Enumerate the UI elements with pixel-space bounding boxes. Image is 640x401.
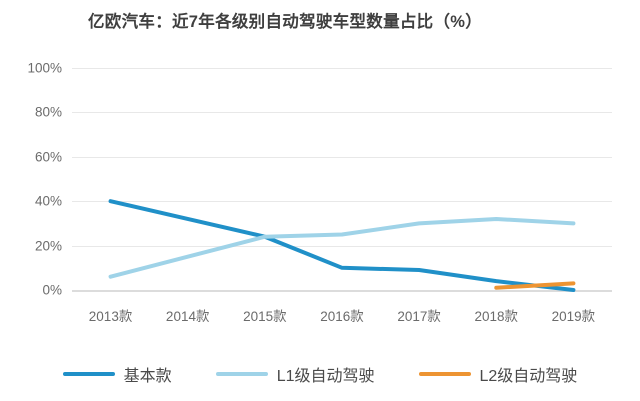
legend-item[interactable]: 基本款 — [62, 362, 172, 386]
x-axis-tick-label: 2018款 — [474, 309, 519, 324]
plot-area — [72, 68, 612, 292]
y-axis-tick-label: 60% — [34, 149, 62, 165]
gridline — [72, 68, 612, 69]
gridline — [72, 156, 612, 158]
gridline — [72, 201, 612, 203]
legend-label: L2级自动驾驶 — [479, 368, 578, 385]
x-axis-tick-label: 2017款 — [397, 309, 441, 324]
legend-color-swatch — [418, 372, 471, 376]
legend-label: L1级自动驾驶 — [276, 368, 375, 385]
y-axis-tick-label: 0% — [42, 282, 62, 298]
y-axis-tick-label: 20% — [34, 238, 62, 254]
x-axis-tick-label: 2019款 — [551, 309, 596, 324]
x-axis-tick-labels: 2013款 2014款 2015款 2016款 2017款 2018款 2019款 — [72, 305, 612, 329]
legend-item[interactable]: L2级自动驾驶 — [418, 362, 578, 386]
legend-item[interactable]: L1级自动驾驶 — [215, 362, 375, 386]
series-line — [494, 281, 576, 290]
chart-title: 亿欧汽车：近7年各级别自动驾驶车型数量占比（%） — [88, 13, 483, 31]
y-axis-tick-label: 40% — [34, 193, 62, 209]
x-axis-tick-label: 2013款 — [88, 309, 133, 324]
legend-color-swatch — [215, 372, 268, 376]
x-axis-tick-label: 2014款 — [165, 309, 210, 324]
x-axis-tick-label: 2015款 — [243, 309, 287, 324]
series-line — [108, 199, 576, 292]
axis-baseline — [72, 290, 612, 292]
gridline — [72, 245, 612, 247]
legend-label: 基本款 — [123, 368, 172, 385]
legend-color-swatch — [62, 372, 115, 376]
y-axis-tick-label: 80% — [34, 104, 62, 120]
gridline — [72, 112, 612, 114]
chart-legend: 基本款 L1级自动驾驶 L2级自动驾驶 — [0, 358, 640, 390]
series-line — [108, 216, 576, 279]
y-axis-tick-label: 100% — [27, 60, 62, 76]
x-axis-tick-label: 2016款 — [320, 309, 364, 324]
